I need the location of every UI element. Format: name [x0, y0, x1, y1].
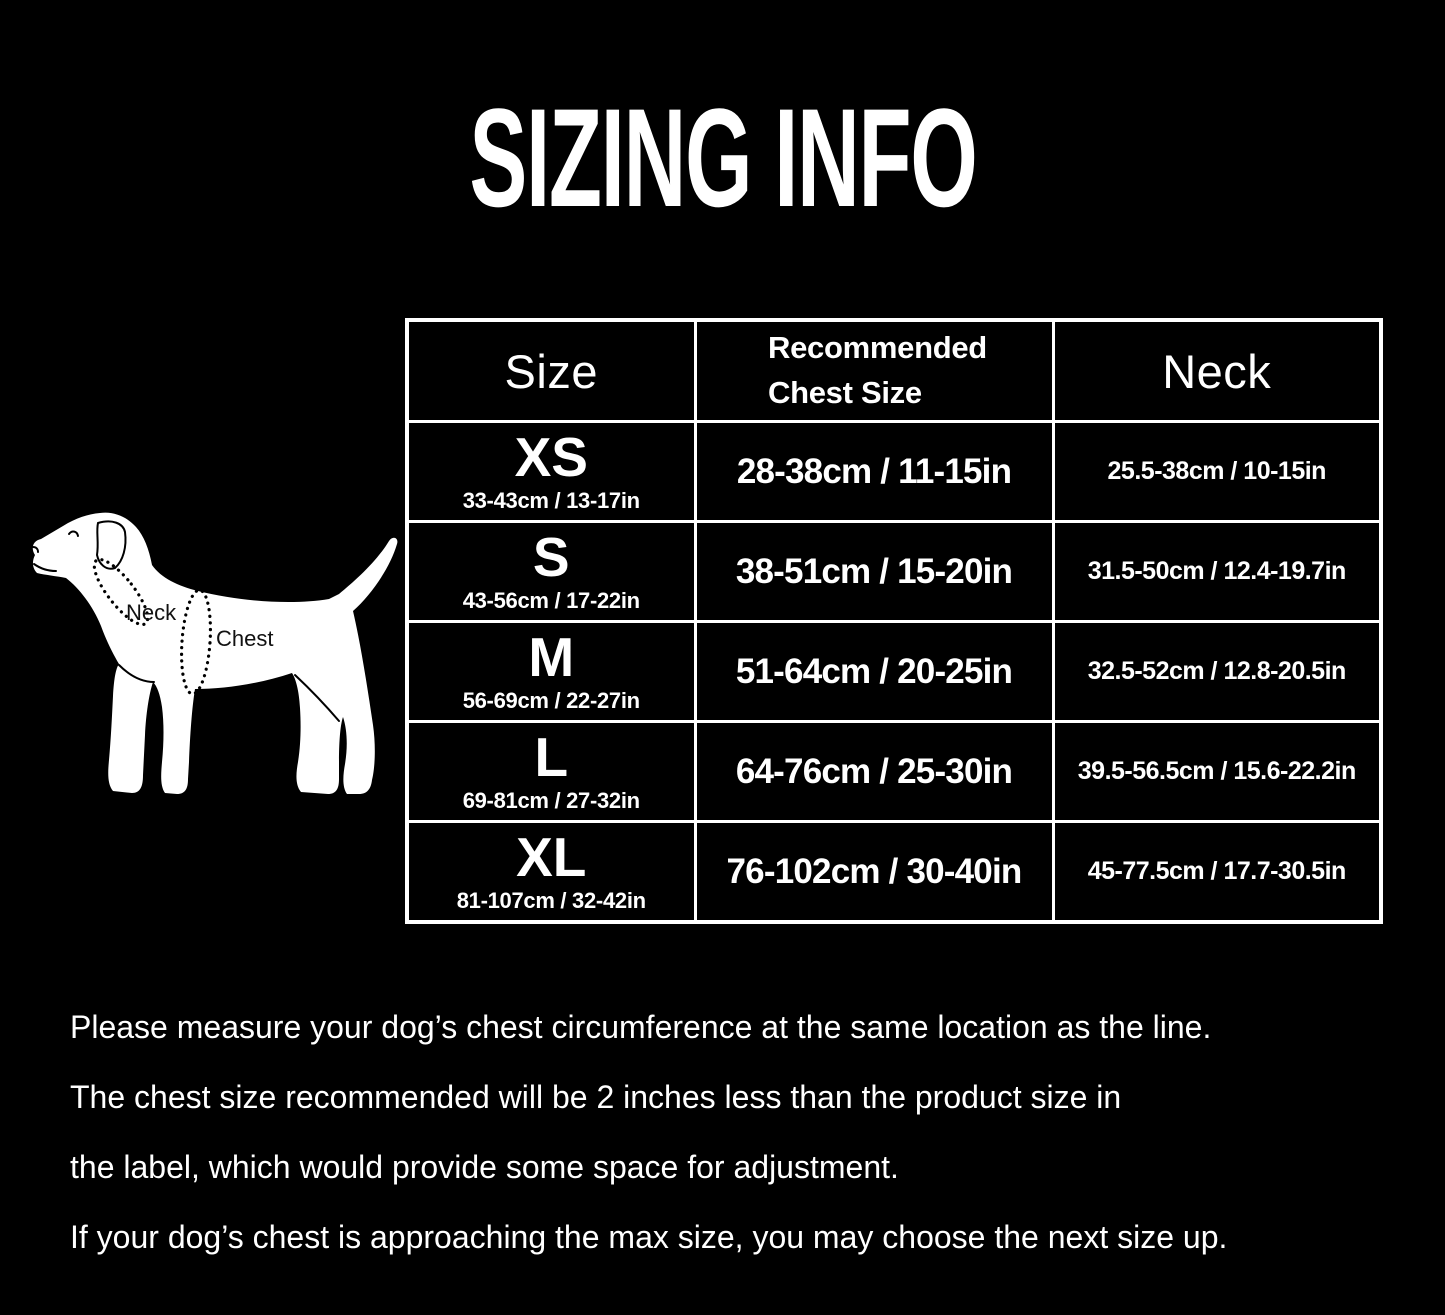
chest-value: 64-76cm / 25-30in [693, 720, 1055, 823]
neck-value: 31.5-50cm / 12.4-19.7in [1051, 520, 1383, 623]
page-header: SIZING INFO [0, 88, 1445, 228]
dog-eye [68, 530, 79, 537]
table-row-xl: XL 81-107cm / 32-42in 76-102cm / 30-40in… [405, 820, 1383, 924]
neck-measure-dotted-line [92, 557, 150, 627]
size-label: XS [514, 425, 588, 488]
dog-measurement-diagram: Neck Chest [32, 512, 398, 794]
dog-nose [32, 546, 39, 553]
size-label: XL [516, 825, 587, 888]
neck-value: 25.5-38cm / 10-15in [1051, 420, 1383, 523]
note-line-3: the label, which would provide some spac… [70, 1149, 899, 1185]
chest-value: 51-64cm / 20-25in [693, 620, 1055, 723]
measurement-notes: Please measure your dog’s chest circumfe… [70, 992, 1227, 1272]
size-range: 81-107cm / 32-42in [456, 887, 646, 913]
size-label: L [534, 725, 569, 788]
dog-detail-lines [32, 520, 340, 722]
chest-diagram-label: Chest [216, 626, 273, 651]
table-header-row: Size Recommended Chest Size Neck [405, 318, 1383, 423]
size-label: S [532, 525, 570, 588]
chest-value: 38-51cm / 15-20in [693, 520, 1055, 623]
dog-ear [95, 520, 127, 570]
note-line-2: The chest size recommended will be 2 inc… [70, 1079, 1122, 1115]
chest-value: 76-102cm / 30-40in [693, 820, 1055, 924]
size-range: 33-43cm / 13-17in [462, 487, 640, 513]
neck-value: 39.5-56.5cm / 15.6-22.2in [1051, 720, 1383, 823]
note-line-1: Please measure your dog’s chest circumfe… [70, 1009, 1212, 1045]
dog-silhouette: Neck Chest [32, 512, 398, 794]
header-size: Size [405, 318, 697, 423]
table-row-l: L 69-81cm / 27-32in 64-76cm / 25-30in 39… [405, 720, 1383, 823]
size-range: 56-69cm / 22-27in [462, 687, 640, 713]
dog-mouth [33, 563, 57, 572]
sizing-table: Size Recommended Chest Size Neck XS 33-4… [405, 318, 1383, 924]
size-range: 69-81cm / 27-32in [462, 787, 640, 813]
header-chest: Recommended Chest Size [693, 318, 1055, 423]
dog-elbow-line [118, 664, 155, 683]
chest-measure-dotted-line [179, 588, 213, 696]
table-row-m: M 56-69cm / 22-27in 51-64cm / 20-25in 32… [405, 620, 1383, 723]
page-title: SIZING INFO [468, 79, 977, 236]
neck-value: 45-77.5cm / 17.7-30.5in [1051, 820, 1383, 924]
size-label: M [528, 625, 575, 688]
chest-value: 28-38cm / 11-15in [693, 420, 1055, 523]
neck-diagram-label: Neck [126, 600, 177, 625]
table-row-xs: XS 33-43cm / 13-17in 28-38cm / 11-15in 2… [405, 420, 1383, 523]
neck-value: 32.5-52cm / 12.8-20.5in [1051, 620, 1383, 723]
size-range: 43-56cm / 17-22in [462, 587, 640, 613]
dog-haunch-line [294, 674, 340, 722]
note-line-4: If your dog’s chest is approaching the m… [70, 1219, 1228, 1255]
header-neck: Neck [1051, 318, 1383, 423]
table-row-s: S 43-56cm / 17-22in 38-51cm / 15-20in 31… [405, 520, 1383, 623]
